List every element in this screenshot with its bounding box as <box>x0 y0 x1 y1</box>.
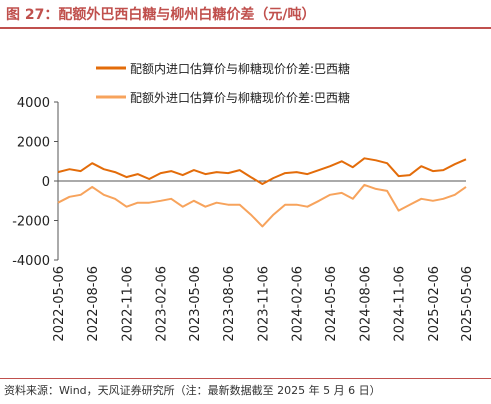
y-tick-label: 2000 <box>17 136 50 151</box>
legend-label-2: 配额外进口估算价与柳糖现价价差:巴西糖 <box>130 90 350 105</box>
legend-label-1: 配额内进口估算价与柳糖现价价差:巴西糖 <box>130 61 350 76</box>
x-tick-label: 2022-08-06 <box>86 266 101 342</box>
source-divider <box>0 378 491 379</box>
page-title: 图 27：配额外巴西白糖与柳州白糖价差（元/吨） <box>6 7 316 23</box>
source-note: 资料来源：Wind，天风证券研究所（注：最新数据截至 2025 年 5 月 6 … <box>4 384 381 397</box>
series-line-2 <box>57 183 467 228</box>
x-tick-label: 2022-05-06 <box>52 266 67 342</box>
y-tick-label: -4000 <box>12 254 50 269</box>
x-tick-label: 2023-11-06 <box>256 266 271 342</box>
x-axis: 2022-05-06 2022-08-06 2022-11-06 2023-02-06… <box>52 180 475 342</box>
y-tick-label: -2000 <box>12 215 50 230</box>
title-divider <box>0 27 491 29</box>
x-tick-label: 2025-02-06 <box>427 266 442 342</box>
x-tick-label: 2022-11-06 <box>120 266 135 342</box>
y-tick-label: 4000 <box>17 96 50 111</box>
series-line-1 <box>57 157 467 185</box>
x-tick-label: 2025-05-06 <box>460 266 475 342</box>
x-tick-label: 2023-02-06 <box>155 266 170 342</box>
x-tick-label: 2024-08-06 <box>358 266 373 342</box>
x-tick-label: 2024-05-06 <box>324 266 339 342</box>
x-tick-label: 2024-02-06 <box>291 266 306 342</box>
x-tick-label: 2023-05-06 <box>188 266 203 342</box>
x-tick-label: 2024-11-06 <box>393 266 408 342</box>
y-axis: -4000 -2000 0 2000 4000 <box>12 96 59 269</box>
y-tick-label: 0 <box>42 175 50 190</box>
x-tick-label: 2023-08-06 <box>222 266 237 342</box>
plot-area <box>57 157 467 228</box>
